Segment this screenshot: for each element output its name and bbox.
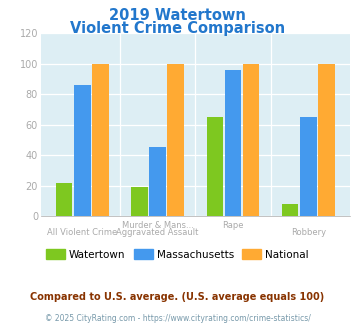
Bar	[225, 70, 241, 216]
Bar	[243, 63, 259, 216]
Text: © 2025 CityRating.com - https://www.cityrating.com/crime-statistics/: © 2025 CityRating.com - https://www.city…	[45, 314, 310, 323]
Text: Compared to U.S. average. (U.S. average equals 100): Compared to U.S. average. (U.S. average …	[31, 292, 324, 302]
Text: Aggravated Assault: Aggravated Assault	[116, 228, 199, 237]
Bar	[149, 148, 166, 216]
Bar	[74, 85, 91, 216]
Bar	[167, 63, 184, 216]
Text: All Violent Crime: All Violent Crime	[47, 228, 118, 237]
Legend: Watertown, Massachusetts, National: Watertown, Massachusetts, National	[42, 245, 313, 264]
Text: Violent Crime Comparison: Violent Crime Comparison	[70, 21, 285, 36]
Text: Robbery: Robbery	[291, 228, 326, 237]
Text: Murder & Mans...: Murder & Mans...	[122, 221, 193, 230]
Bar	[92, 63, 109, 216]
Text: Rape: Rape	[222, 221, 244, 230]
Text: 2019 Watertown: 2019 Watertown	[109, 8, 246, 23]
Bar	[131, 187, 148, 216]
Bar	[56, 182, 72, 216]
Bar	[282, 204, 299, 216]
Bar	[300, 117, 317, 216]
Bar	[318, 63, 335, 216]
Bar	[207, 117, 223, 216]
